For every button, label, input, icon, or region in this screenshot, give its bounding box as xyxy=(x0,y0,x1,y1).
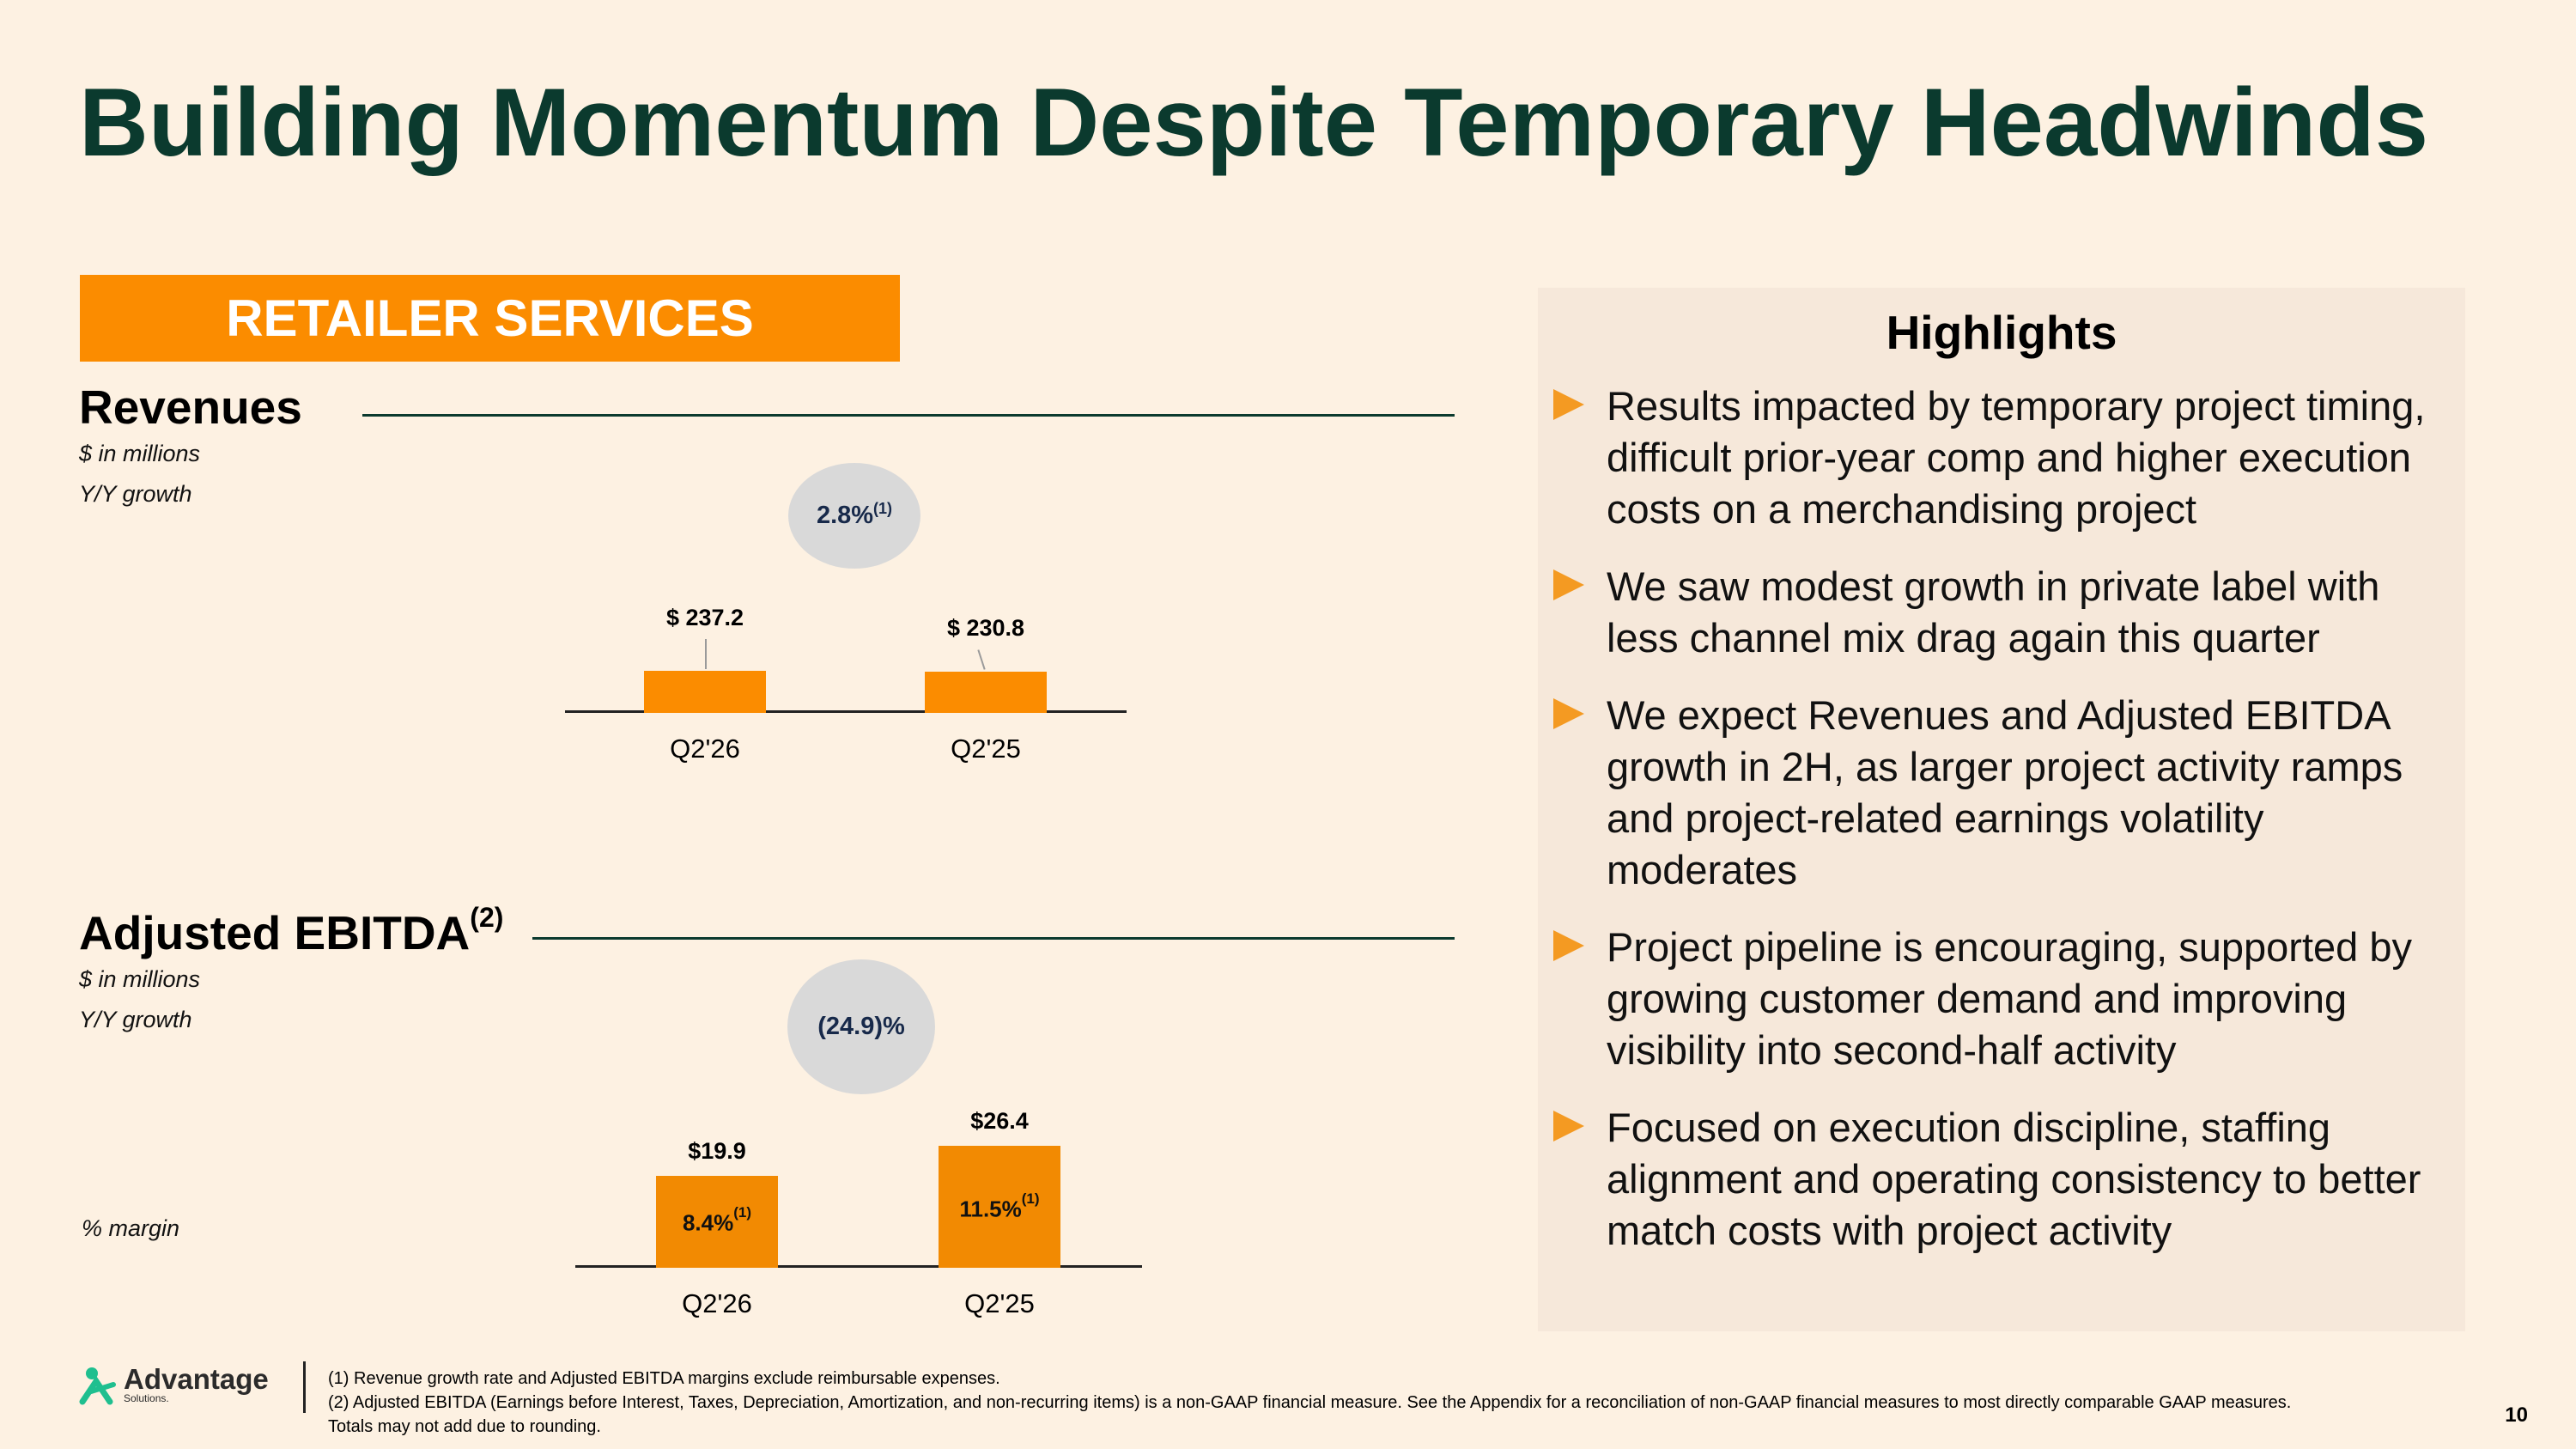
highlights-heading: Highlights xyxy=(1886,306,2117,359)
triangle-bullet-icon xyxy=(1553,930,1584,961)
revenues-chart: $ 237.2 Q2'26 $ 230.8 Q2'25 xyxy=(565,601,1127,773)
ebitda-value-label: $19.9 xyxy=(688,1137,746,1164)
ebitda-margin-label: 11.5%(1) xyxy=(959,1190,1040,1222)
footnote-1: (1) Revenue growth rate and Adjusted EBI… xyxy=(328,1369,1000,1388)
revenue-bar xyxy=(644,670,766,713)
logo-name: Advantage xyxy=(124,1363,269,1395)
ebitda-growth-value: (24.9)% xyxy=(817,1013,905,1040)
segment-banner: RETAILER SERVICES xyxy=(80,275,900,362)
revenue-leader-line xyxy=(977,649,986,670)
ebitda-growth-label: Y/Y growth xyxy=(79,1007,192,1032)
revenues-growth-label: Y/Y growth xyxy=(79,481,192,507)
triangle-bullet-icon xyxy=(1553,698,1584,729)
highlight-text: We saw modest growth in private label wi… xyxy=(1607,563,2380,661)
revenues-growth-value: 2.8% xyxy=(816,502,874,529)
ebitda-chart: $19.9 8.4%(1) Q2'26 $26.4 11.5%(1) Q2'25 xyxy=(575,1108,1142,1331)
triangle-bullet-icon xyxy=(1553,1111,1584,1142)
list-item: We saw modest growth in private label wi… xyxy=(1553,561,2455,664)
highlight-text: We expect Revenues and Adjusted EBITDA g… xyxy=(1607,692,2403,892)
revenue-category-label: Q2'25 xyxy=(951,734,1021,764)
ebitda-margin-footnote: (1) xyxy=(733,1204,752,1221)
ebitda-category-label: Q2'25 xyxy=(964,1288,1035,1318)
ebitda-growth-bubble: (24.9)% xyxy=(787,959,935,1094)
ebitda-title: Adjusted EBITDA(2) xyxy=(79,902,504,960)
ebitda-category-label: Q2'26 xyxy=(682,1288,752,1318)
revenues-title: Revenues xyxy=(79,381,302,434)
footnote-3: Totals may not add due to rounding. xyxy=(328,1417,601,1436)
highlight-text: Focused on execution discipline, staffin… xyxy=(1607,1105,2421,1253)
page-number: 10 xyxy=(2505,1403,2528,1427)
highlight-text: Results impacted by temporary project ti… xyxy=(1607,383,2426,532)
ebitda-title-footnote: (2) xyxy=(470,902,504,933)
ebitda-bar xyxy=(656,1175,778,1268)
list-item: Results impacted by temporary project ti… xyxy=(1553,381,2455,535)
ebitda-bar xyxy=(939,1146,1060,1268)
triangle-bullet-icon xyxy=(1553,389,1584,420)
logo-sub: Solutions. xyxy=(124,1392,169,1404)
ebitda-margin-footnote: (1) xyxy=(1021,1190,1040,1207)
revenues-divider xyxy=(362,414,1455,417)
revenues-growth-bubble: 2.8% (1) xyxy=(788,463,920,569)
ebitda-divider xyxy=(532,937,1455,940)
ebitda-margin-label: 8.4%(1) xyxy=(682,1204,752,1236)
triangle-bullet-icon xyxy=(1553,569,1584,600)
ebitda-unit-note: $ in millions xyxy=(79,966,201,992)
revenues-unit-note: $ in millions xyxy=(79,441,201,466)
page-title: Building Momentum Despite Temporary Head… xyxy=(79,69,2429,176)
revenue-leader-line xyxy=(705,639,707,669)
advantage-logo-icon xyxy=(79,1367,116,1405)
advantage-logo: Advantage Solutions. xyxy=(79,1363,269,1405)
revenue-category-label: Q2'26 xyxy=(670,734,740,764)
highlights-panel: Highlights Results impacted by temporary… xyxy=(1538,288,2465,1331)
ebitda-margin-label: % margin xyxy=(82,1215,180,1241)
revenue-bar xyxy=(925,671,1047,713)
list-item: We expect Revenues and Adjusted EBITDA g… xyxy=(1553,690,2455,896)
footnote-2: (2) Adjusted EBITDA (Earnings before Int… xyxy=(328,1393,2292,1412)
revenue-value-label: $ 230.8 xyxy=(946,615,1025,641)
highlight-text: Project pipeline is encouraging, support… xyxy=(1607,924,2412,1073)
list-item: Project pipeline is encouraging, support… xyxy=(1553,922,2455,1076)
revenue-value-label: $ 237.2 xyxy=(665,605,744,630)
list-item: Focused on execution discipline, staffin… xyxy=(1553,1102,2455,1257)
ebitda-title-text: Adjusted EBITDA xyxy=(79,906,471,959)
footer-divider xyxy=(303,1361,306,1413)
highlights-list: Results impacted by temporary project ti… xyxy=(1553,381,2455,1282)
revenues-growth-footnote: (1) xyxy=(873,500,893,517)
revenues-chart-baseline xyxy=(565,710,1127,713)
ebitda-chart-baseline xyxy=(575,1265,1142,1268)
ebitda-value-label: $26.4 xyxy=(970,1108,1029,1134)
